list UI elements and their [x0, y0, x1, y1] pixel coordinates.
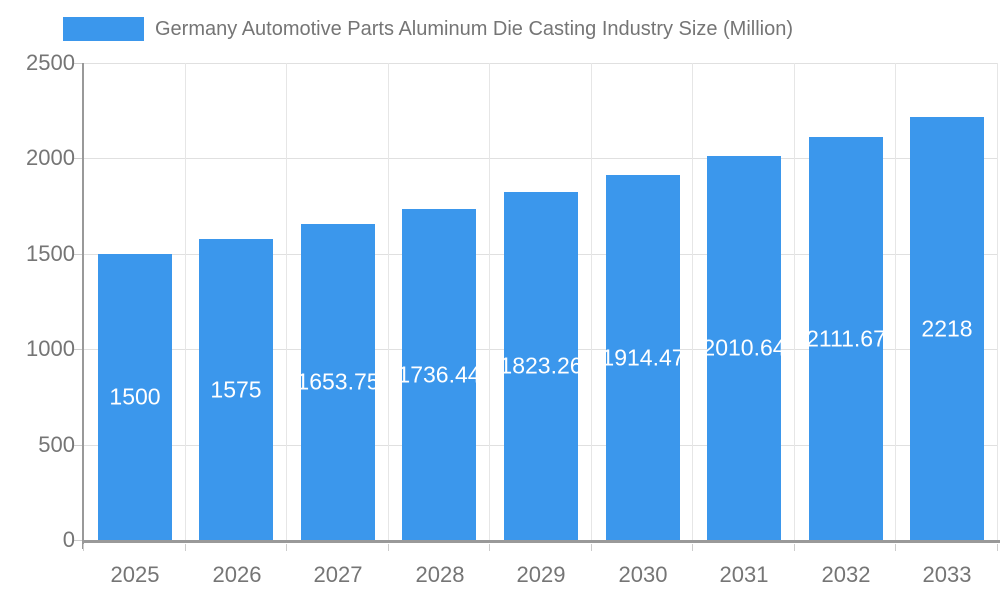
x-axis-tick [83, 544, 84, 551]
legend-item[interactable]: Germany Automotive Parts Aluminum Die Ca… [63, 17, 793, 41]
gridline-vertical [895, 63, 896, 540]
bar[interactable]: 1500 [98, 254, 172, 540]
x-axis-tick [489, 544, 490, 551]
y-axis-tick-label: 0 [62, 527, 75, 552]
bar[interactable]: 1914.47 [606, 175, 680, 540]
bar[interactable]: 2010.64 [707, 156, 781, 540]
bar[interactable]: 1736.44 [402, 209, 476, 540]
gridline-vertical [591, 63, 592, 540]
bar-value-label: 1653.75 [301, 368, 375, 395]
bar-value-label: 1736.44 [402, 361, 476, 387]
y-axis-tick-label: 1500 [26, 241, 75, 266]
y-axis-tick-label: 500 [38, 432, 75, 457]
gridline-vertical [489, 63, 490, 540]
x-axis-tick-label: 2032 [821, 562, 871, 587]
y-axis-tick-label: 2000 [26, 145, 75, 170]
x-axis-tick-label: 2027 [313, 562, 363, 587]
bar-value-label: 2010.64 [707, 334, 781, 361]
y-axis-line [82, 63, 84, 549]
gridline-vertical [692, 63, 693, 540]
bar[interactable]: 2111.67 [809, 137, 883, 540]
bar-value-label: 2218 [921, 315, 973, 341]
y-axis-tick [74, 540, 82, 541]
bar[interactable]: 1653.75 [301, 224, 375, 540]
gridline-vertical [794, 63, 795, 540]
x-axis-tick [794, 544, 795, 551]
bar-value-label: 1823.26 [504, 352, 578, 379]
x-axis-tick [185, 544, 186, 551]
x-axis-tick [895, 544, 896, 551]
x-axis-tick-label: 2030 [618, 562, 668, 587]
gridline-vertical [997, 63, 998, 540]
x-axis-tick-label: 2025 [110, 562, 160, 587]
x-axis-tick-label: 2026 [212, 562, 262, 587]
x-axis-tick-label: 2031 [719, 562, 769, 587]
x-axis-tick [692, 544, 693, 551]
x-axis-tick [388, 544, 389, 551]
x-axis-tick-label: 2028 [415, 562, 465, 587]
gridline-vertical [388, 63, 389, 540]
gridline-horizontal [84, 158, 998, 159]
x-axis-tick [997, 544, 998, 551]
x-axis-tick-label: 2029 [516, 562, 566, 587]
x-axis-tick [286, 544, 287, 551]
legend-label: Germany Automotive Parts Aluminum Die Ca… [155, 17, 794, 40]
bar[interactable]: 1823.26 [504, 192, 578, 540]
x-axis-tick [591, 544, 592, 551]
gridline-vertical [185, 63, 186, 540]
bar-value-label: 2111.67 [809, 325, 883, 351]
bar[interactable]: 2218 [910, 117, 984, 540]
legend-swatch [63, 17, 144, 41]
y-axis-tick [74, 158, 82, 159]
y-axis-tick [74, 445, 82, 446]
gridline-horizontal [84, 63, 998, 64]
plot-area: 1500 1575 1653.75 1736.44 1823.26 1914.47 2010… [74, 63, 1000, 551]
y-axis-tick-label: 1000 [26, 336, 75, 361]
bar-value-label: 1500 [109, 383, 161, 410]
gridline-vertical [286, 63, 287, 540]
y-axis-tick [74, 254, 82, 255]
x-axis-tick-label: 2033 [922, 562, 972, 587]
bar[interactable]: 1575 [199, 239, 273, 540]
y-axis-tick [74, 63, 82, 64]
bar-value-label: 1914.47 [606, 344, 680, 370]
y-axis-tick [74, 349, 82, 350]
y-axis-tick-label: 2500 [26, 50, 75, 75]
bar-value-label: 1575 [210, 376, 262, 402]
x-axis-line [82, 540, 1000, 543]
